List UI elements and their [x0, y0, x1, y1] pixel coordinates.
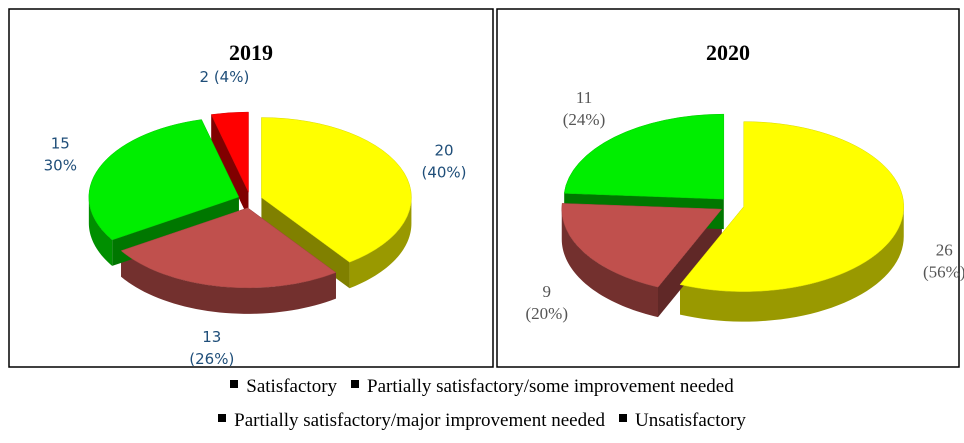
slice [561, 203, 723, 288]
slice-side [680, 206, 904, 322]
slice [261, 117, 412, 263]
legend: Satisfactory Partially satisfactory/some… [0, 370, 964, 438]
legend-marker [619, 414, 628, 422]
slice [88, 119, 240, 241]
panel-frame [8, 8, 494, 368]
legend-marker [230, 380, 239, 388]
data-label: 9 [543, 282, 552, 301]
data-label: (24%) [563, 110, 605, 129]
charts: 2019 2020 20 (40%) 13 (26%) 15 30% 2 (4%) 26 (56… [8, 8, 964, 368]
chart-title: 2019 [229, 40, 273, 65]
data-label: (40%) [421, 164, 466, 182]
legend-label: Satisfactory [246, 376, 338, 397]
chart-title: 2020 [706, 40, 750, 65]
legend-label: Partially satisfactory/some improvement … [367, 376, 734, 397]
data-label: 15 [51, 134, 70, 152]
legend-row: Partially satisfactory/major improvement… [0, 404, 964, 438]
slice [563, 113, 725, 200]
slice [120, 207, 337, 289]
data-label: 20 [434, 142, 453, 160]
slice-side [121, 250, 336, 314]
data-label: 30% [44, 156, 77, 174]
data-label: (56%) [923, 263, 964, 282]
legend-row: Satisfactory Partially satisfactory/some… [0, 370, 964, 404]
legend-item: Satisfactory [230, 376, 337, 398]
legend-label: Unsatisfactory [635, 410, 746, 431]
slice-side [261, 197, 350, 289]
data-label: (20%) [526, 304, 568, 323]
slice [210, 111, 249, 193]
data-label: 2 (4%) [200, 68, 250, 86]
data-label: 26 [936, 241, 953, 260]
panel-frame [496, 8, 960, 368]
legend-item: Unsatisfactory [619, 410, 746, 432]
slice-side [88, 197, 113, 266]
legend-marker [218, 414, 227, 422]
legend-label: Partially satisfactory/major improvement… [234, 410, 606, 431]
legend-marker [351, 380, 360, 388]
slice-side [211, 114, 249, 219]
legend-item: Partially satisfactory/some improvement … [351, 376, 734, 398]
slice [679, 121, 904, 292]
data-label: (26%) [189, 350, 234, 368]
data-label: 13 [202, 328, 221, 346]
data-label: 11 [576, 88, 592, 107]
slice-side [349, 197, 412, 289]
slice-side [561, 209, 659, 318]
legend-item: Partially satisfactory/major improvement… [218, 410, 605, 432]
